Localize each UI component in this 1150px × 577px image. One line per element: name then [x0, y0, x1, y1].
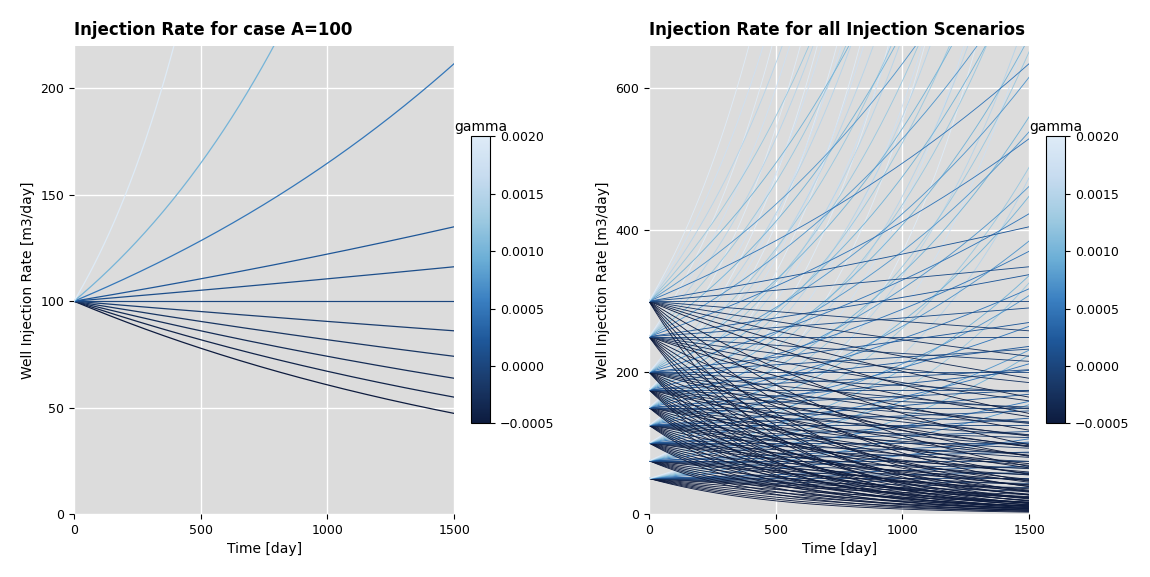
X-axis label: Time [day]: Time [day]: [802, 542, 876, 556]
Text: Injection Rate for case A=100: Injection Rate for case A=100: [74, 21, 352, 39]
Y-axis label: Well Injection Rate [m3/day]: Well Injection Rate [m3/day]: [21, 181, 34, 379]
Title: gamma: gamma: [454, 120, 507, 134]
Y-axis label: Well Injection Rate [m3/day]: Well Injection Rate [m3/day]: [596, 181, 610, 379]
X-axis label: Time [day]: Time [day]: [227, 542, 301, 556]
Title: gamma: gamma: [1029, 120, 1082, 134]
Text: Injection Rate for all Injection Scenarios: Injection Rate for all Injection Scenari…: [649, 21, 1025, 39]
